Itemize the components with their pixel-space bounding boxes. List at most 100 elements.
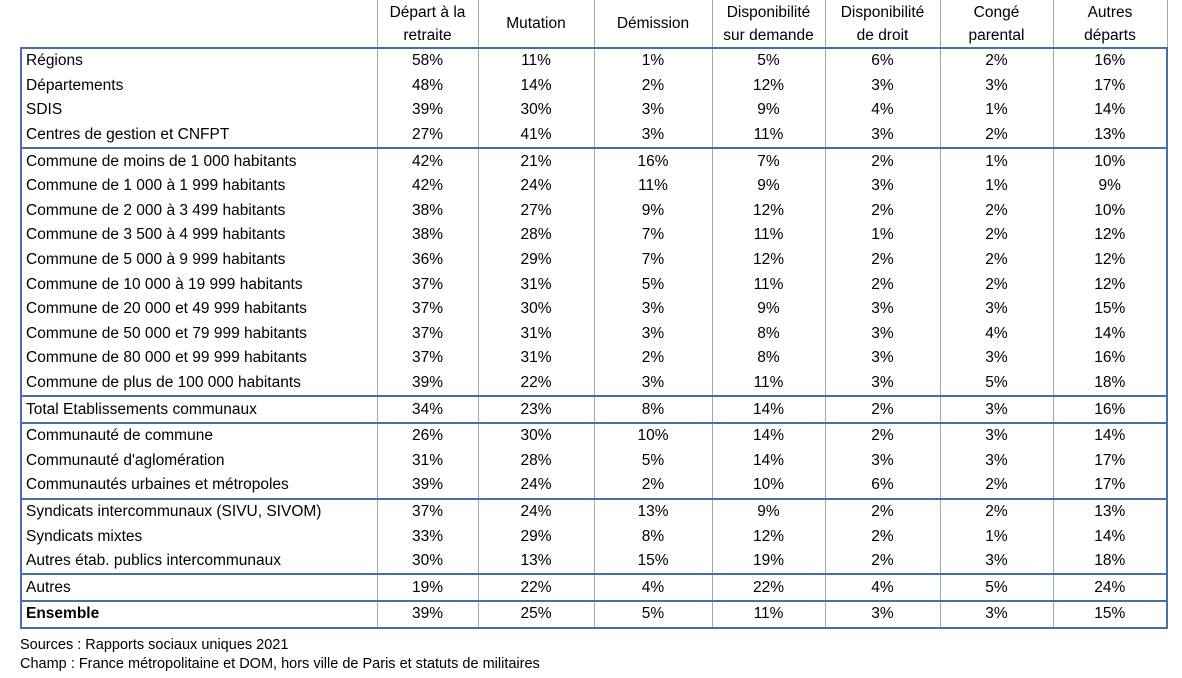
table-cell: 18% [1052, 370, 1168, 398]
table-row: Commune de moins de 1 000 habitants 42% 21… [20, 148, 1168, 174]
row-label: Ensemble [20, 601, 378, 629]
table-cell: 5% [593, 448, 713, 474]
row-label: Autres [20, 574, 378, 603]
table-cell: 18% [1052, 548, 1168, 576]
row-label: Commune de 10 000 à 19 999 habitants [20, 272, 378, 297]
table-cell: 14% [711, 448, 826, 474]
table-cell: 3% [939, 73, 1054, 99]
table-cell: 9% [711, 498, 826, 525]
column-header-line: Disponibilité [840, 3, 925, 21]
departure-table: Départ à la retraite Mutation Démission Disp… [20, 0, 1168, 629]
table-cell: 24% [477, 473, 595, 500]
table-cell: 1% [939, 173, 1054, 199]
column-header-line: parental [968, 26, 1025, 44]
table-cell: 3% [939, 601, 1054, 629]
table-cell: 12% [1052, 223, 1168, 248]
table-cell: 4% [824, 574, 941, 603]
column-header-line: retraite [403, 26, 452, 44]
table-cell: 8% [711, 346, 826, 371]
table-cell: 41% [477, 122, 595, 150]
table-header-row: Départ à la retraite Mutation Démission Disp… [21, 0, 1168, 49]
table-cell: 39% [376, 370, 479, 398]
table-cell: 12% [1052, 272, 1168, 297]
column-header-line: Congé [973, 3, 1020, 21]
table-cell: 2% [824, 498, 941, 525]
table-cell: 30% [376, 548, 479, 576]
table-cell: 3% [593, 98, 713, 123]
table-cell: 17% [1052, 473, 1168, 500]
table-cell: 3% [593, 321, 713, 347]
table-cell: 2% [593, 346, 713, 371]
table-row: Commune de 50 000 et 79 999 habitants 37%… [20, 321, 1168, 347]
table-cell: 2% [939, 272, 1054, 297]
table-cell: 13% [1052, 122, 1168, 150]
table-cell: 7% [593, 247, 713, 273]
table-cell: 33% [376, 524, 479, 549]
table-cell: 1% [593, 48, 713, 74]
table-cell: 2% [824, 422, 941, 449]
table-cell: 15% [1052, 601, 1168, 629]
table-row: Total Etablissements communaux 34% 23% 8% 14… [20, 396, 1168, 424]
table-cell: 24% [477, 498, 595, 525]
table-cell: 3% [939, 548, 1054, 576]
table-cell: 28% [477, 448, 595, 474]
row-label: Centres de gestion et CNFPT [20, 122, 378, 150]
column-header: Congé parental [939, 0, 1054, 49]
table-cell: 31% [477, 321, 595, 347]
table-cell: 22% [711, 574, 826, 603]
table-cell: 3% [593, 122, 713, 150]
table-cell: 39% [376, 473, 479, 500]
table-cell: 1% [939, 98, 1054, 123]
row-label: Régions [20, 48, 378, 74]
table-cell: 13% [1052, 498, 1168, 525]
table-cell: 3% [939, 396, 1054, 424]
table-cell: 39% [376, 601, 479, 629]
table-cell: 21% [477, 148, 595, 174]
column-header-line: Disponibilité [726, 3, 811, 21]
table-cell: 30% [477, 98, 595, 123]
table-cell: 16% [593, 148, 713, 174]
row-label: Communautés urbaines et métropoles [20, 473, 378, 500]
table-cell: 6% [824, 48, 941, 74]
table-cell: 23% [477, 396, 595, 424]
column-header: Disponibilité sur demande [711, 0, 826, 49]
scope-note: Champ : France métropolitaine et DOM, ho… [20, 656, 540, 672]
table-cell: 27% [376, 122, 479, 150]
sources-note: Sources : Rapports sociaux uniques 2021 [20, 637, 289, 653]
table-cell: 8% [711, 321, 826, 347]
table-cell: 14% [1052, 422, 1168, 449]
table-cell: 4% [939, 321, 1054, 347]
table-row: Autres 19% 22% 4% 22% 4% 5% 24% [20, 574, 1168, 603]
table-row: Commune de plus de 100 000 habitants 39% 2… [20, 370, 1168, 398]
table-body: Régions 58% 11% 1% 5% 6% 2% 16% Départements 48% 1… [20, 48, 1168, 629]
table-cell: 11% [711, 122, 826, 150]
table-row: Autres étab. publics intercommunaux 30% 13… [20, 548, 1168, 576]
table-cell: 15% [593, 548, 713, 576]
table-cell: 28% [477, 223, 595, 248]
table-cell: 9% [711, 173, 826, 199]
table-row: Syndicats intercommunaux (SIVU, SIVOM) 37… [20, 498, 1168, 525]
table-row: Syndicats mixtes 33% 29% 8% 12% 2% 1% 14% [20, 524, 1168, 549]
table-cell: 3% [939, 296, 1054, 322]
table-row: Commune de 10 000 à 19 999 habitants 37% 3… [20, 272, 1168, 297]
table-row: Régions 58% 11% 1% 5% 6% 2% 16% [20, 48, 1168, 74]
table-row: Commune de 3 500 à 4 999 habitants 38% 28%… [20, 223, 1168, 248]
table-cell: 3% [824, 296, 941, 322]
table-cell: 5% [593, 601, 713, 629]
table-cell: 39% [376, 98, 479, 123]
table-cell: 19% [376, 574, 479, 603]
table-cell: 1% [939, 524, 1054, 549]
row-label: Départements [20, 73, 378, 99]
table-cell: 2% [593, 73, 713, 99]
table-cell: 31% [477, 272, 595, 297]
table-cell: 42% [376, 148, 479, 174]
table-cell: 15% [1052, 296, 1168, 322]
row-label: Commune de 80 000 et 99 999 habitants [20, 346, 378, 371]
table-cell: 10% [711, 473, 826, 500]
row-label: Autres étab. publics intercommunaux [20, 548, 378, 576]
table-cell: 3% [824, 73, 941, 99]
row-label: Syndicats intercommunaux (SIVU, SIVOM) [20, 498, 378, 525]
table-cell: 37% [376, 296, 479, 322]
table-row: Départements 48% 14% 2% 12% 3% 3% 17% [20, 73, 1168, 99]
table-cell: 2% [939, 48, 1054, 74]
